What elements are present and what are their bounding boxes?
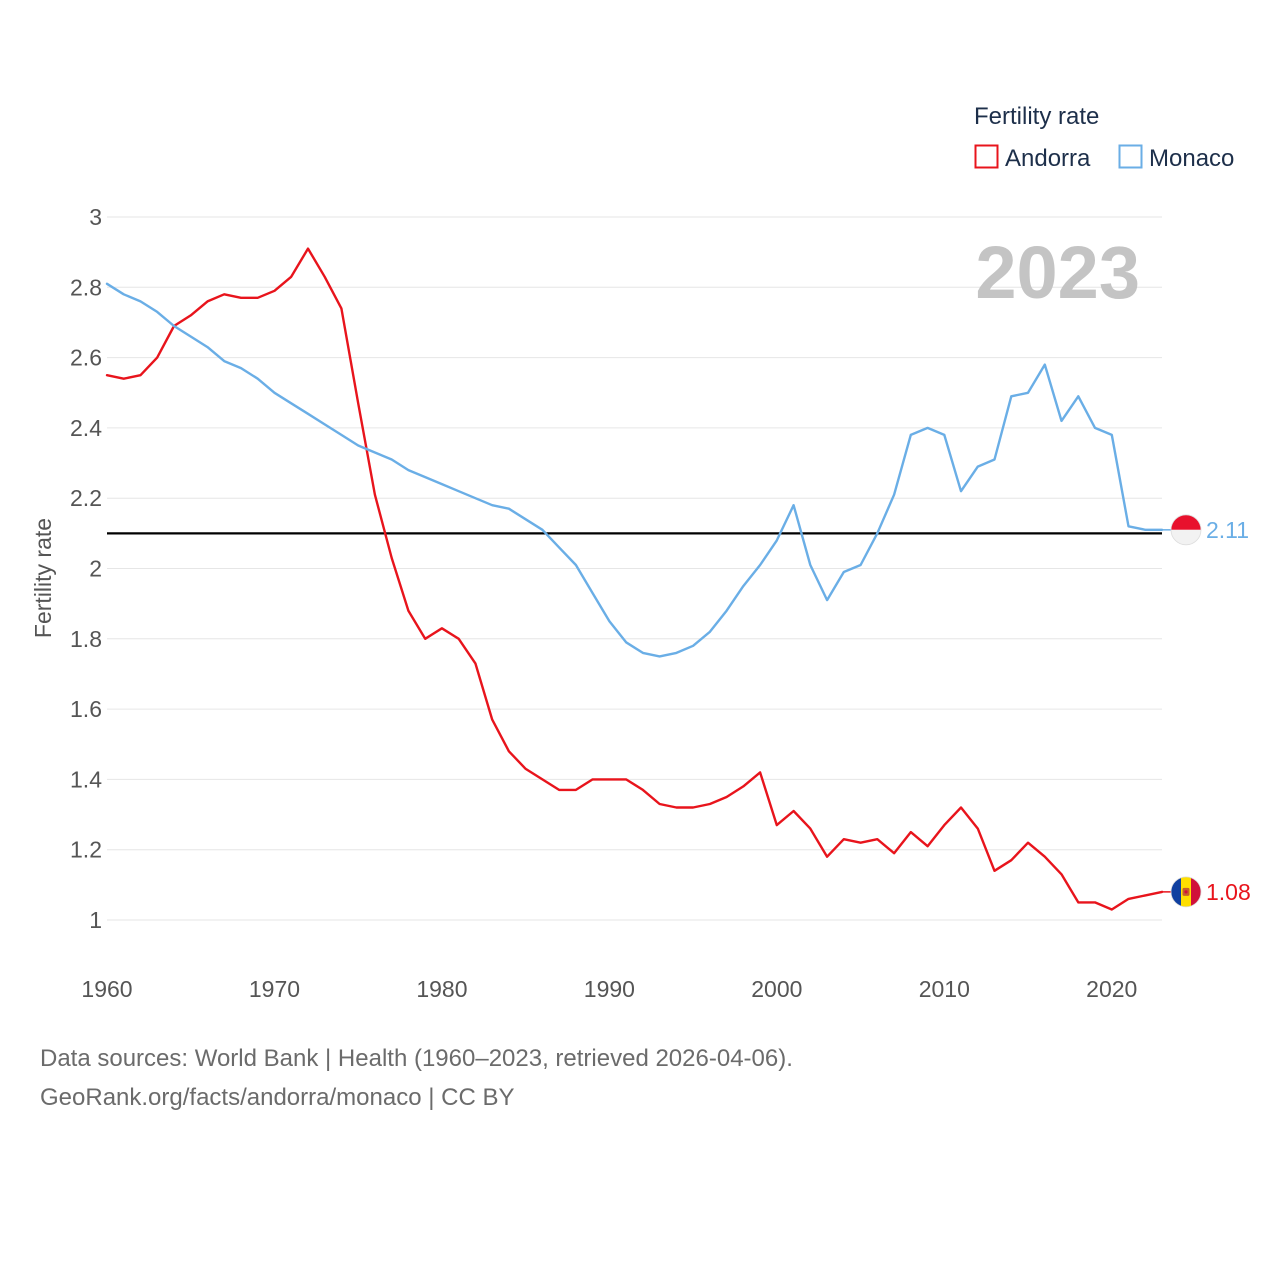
legend-swatch-monaco[interactable] (1118, 144, 1143, 169)
y-tick-label: 3 (89, 204, 102, 230)
x-tick-label: 1990 (584, 976, 635, 1002)
y-axis-ticks: 1 1.2 1.4 1.6 1.8 2 2.2 2.4 2.6 2.8 3 (70, 204, 102, 933)
legend: Fertility rate Andorra Monaco (974, 103, 1234, 172)
gridlines (107, 216, 1162, 921)
x-tick-label: 1970 (249, 976, 300, 1002)
source-line-1: Data sources: World Bank | Health (1960–… (40, 1045, 793, 1072)
x-tick-label: 2010 (919, 976, 970, 1002)
series-line-monaco[interactable] (105, 282, 1164, 658)
legend-title: Fertility rate (974, 103, 1099, 130)
legend-label-andorra[interactable]: Andorra (1005, 145, 1091, 172)
end-markers: 1.08 2.11 (1162, 514, 1251, 908)
x-tick-label: 1980 (416, 976, 467, 1002)
y-tick-label: 1.4 (70, 766, 102, 792)
y-tick-label: 2.2 (70, 485, 102, 511)
legend-label-monaco[interactable]: Monaco (1149, 145, 1234, 172)
y-tick-label: 1 (89, 907, 102, 933)
series-lines (105, 247, 1164, 911)
andorra-flag-icon (1170, 876, 1202, 908)
y-axis-title: Fertility rate (30, 518, 56, 638)
series-line-andorra[interactable] (105, 247, 1164, 911)
x-tick-label: 2000 (751, 976, 802, 1002)
y-tick-label: 1.2 (70, 837, 102, 863)
legend-swatch-andorra[interactable] (974, 144, 999, 169)
x-tick-label: 2020 (1086, 976, 1137, 1002)
end-value-andorra: 1.08 (1206, 879, 1251, 905)
y-tick-label: 1.6 (70, 696, 102, 722)
y-tick-label: 2.8 (70, 274, 102, 300)
monaco-flag-icon (1170, 514, 1202, 546)
x-axis-ticks: 1960 1970 1980 1990 2000 2010 2020 (81, 976, 1137, 1002)
year-watermark: 2023 (975, 231, 1140, 314)
source-line-2: GeoRank.org/facts/andorra/monaco | CC BY (40, 1084, 515, 1111)
y-tick-label: 2.6 (70, 345, 102, 371)
end-value-monaco: 2.11 (1206, 517, 1249, 543)
x-tick-label: 1960 (81, 976, 132, 1002)
y-tick-label: 2.4 (70, 415, 102, 441)
y-tick-label: 1.8 (70, 626, 102, 652)
y-tick-label: 2 (89, 556, 102, 582)
